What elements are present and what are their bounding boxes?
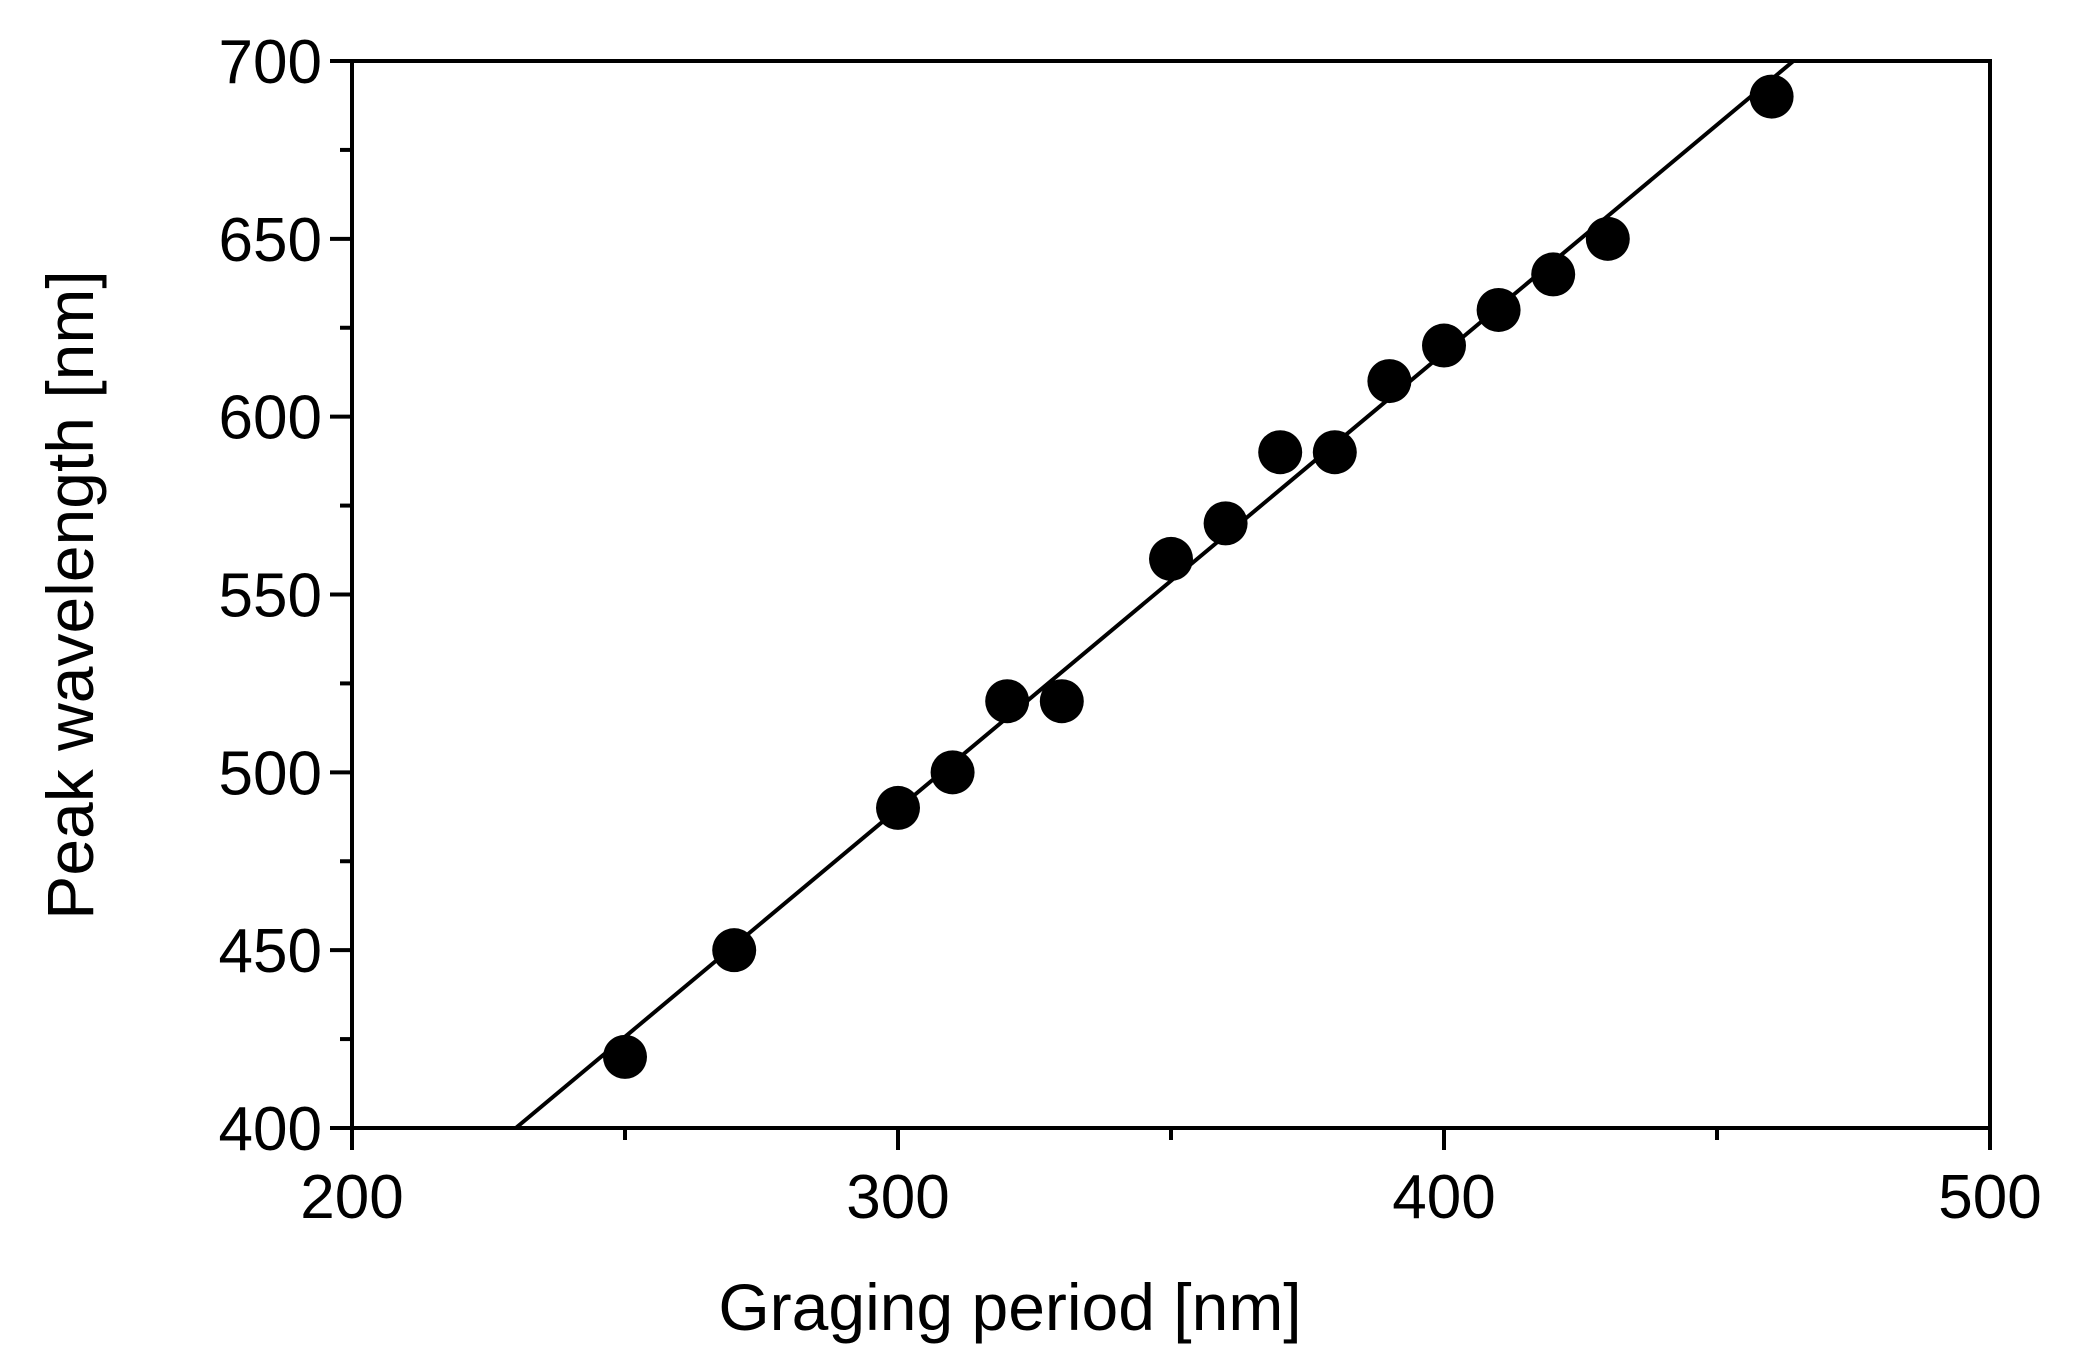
data-point: [1039, 679, 1084, 724]
x-tick-label: 200: [300, 1163, 403, 1232]
x-axis-title: Graging period [nm]: [718, 1270, 1301, 1344]
x-tick-label: 300: [846, 1163, 949, 1232]
y-tick-label: 650: [219, 206, 322, 275]
y-tick-label: 700: [219, 28, 322, 97]
data-point: [1749, 74, 1794, 119]
x-tick-label: 400: [1392, 1163, 1495, 1232]
data-point: [1149, 536, 1193, 581]
y-tick-label: 600: [219, 384, 322, 453]
data-point: [1203, 501, 1248, 546]
data-points: [603, 74, 1794, 1079]
y-tick-label: 400: [219, 1095, 322, 1164]
data-point: [1476, 287, 1521, 332]
plot-frame: [350, 59, 1992, 1130]
x-axis-ticks: 200 300 400 500: [300, 1128, 2042, 1232]
data-point: [603, 1034, 647, 1079]
y-axis-ticks: 400 450 500 550 600 650 700: [219, 28, 352, 1164]
plot-border: [350, 59, 1992, 1130]
y-axis-title: Peak wavelength [nm]: [33, 270, 107, 919]
data-point: [1422, 323, 1466, 368]
x-tick-label: 500: [1938, 1163, 2041, 1232]
data-point: [930, 750, 975, 795]
data-point: [1367, 359, 1412, 404]
y-tick-label: 450: [219, 917, 322, 986]
y-tick-label: 500: [219, 739, 322, 808]
data-point: [985, 679, 1030, 724]
data-point: [1531, 252, 1576, 297]
data-point: [712, 928, 757, 973]
data-point: [1312, 430, 1357, 475]
data-point: [1258, 430, 1303, 475]
y-tick-label: 550: [219, 562, 322, 631]
data-point: [1585, 216, 1630, 261]
data-point: [876, 785, 920, 830]
